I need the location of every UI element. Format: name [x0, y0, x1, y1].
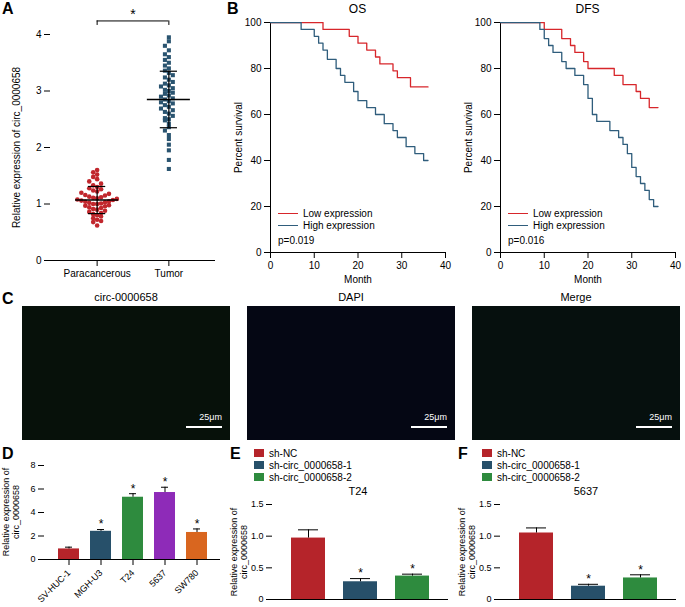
svg-text:0: 0 [258, 594, 263, 604]
svg-text:Tumor: Tumor [155, 268, 184, 279]
html-text:25μm: 25μm [649, 412, 672, 422]
html-text:circ-0000658: circ-0000658 [94, 291, 158, 303]
html-text:F: F [458, 445, 468, 462]
svg-text:Month: Month [574, 274, 602, 285]
svg-text:0.5: 0.5 [479, 563, 492, 573]
svg-text:0: 0 [268, 260, 274, 271]
html-text:Merge: Merge [560, 291, 592, 303]
svg-text:100: 100 [245, 17, 262, 28]
svg-text:20: 20 [582, 260, 594, 271]
svg-text:1.0: 1.0 [251, 531, 264, 541]
svg-text:Paracancerous: Paracancerous [63, 268, 130, 279]
html-text:sh-NC: sh-NC [497, 447, 526, 459]
svg-text:6: 6 [30, 484, 35, 494]
svg-text:2: 2 [30, 531, 35, 541]
svg-text:*: * [638, 563, 643, 577]
svg-text:*: * [410, 562, 415, 576]
svg-text:40: 40 [440, 260, 452, 271]
svg-text:60: 60 [250, 109, 262, 120]
svg-text:0.5: 0.5 [251, 563, 264, 573]
html-text:Relative expression of circ_00: Relative expression of circ_0000658 [457, 507, 477, 596]
html-text:Low expression: Low expression [533, 207, 603, 219]
html-text:Relative expression of circ_00: Relative expression of circ_0000658 [229, 507, 249, 596]
svg-text:*: * [586, 572, 591, 586]
svg-text:2: 2 [36, 142, 42, 153]
svg-text:1.5: 1.5 [479, 499, 492, 509]
html-text:C: C [2, 290, 14, 307]
html-text:sh-circ_0000658-2: sh-circ_0000658-2 [497, 471, 580, 483]
svg-text:MGH-U3: MGH-U3 [72, 568, 104, 600]
svg-text:10: 10 [539, 260, 551, 271]
svg-text:30: 30 [626, 260, 638, 271]
svg-text:40: 40 [250, 155, 262, 166]
html-text:Low expression: Low expression [303, 207, 373, 219]
html-text:D: D [2, 445, 14, 462]
svg-text:*: * [358, 566, 363, 580]
html-text:OS: OS [348, 2, 367, 16]
svg-text:20: 20 [352, 260, 364, 271]
html-text:p=0.016: p=0.016 [508, 234, 545, 246]
svg-text:4: 4 [36, 29, 42, 40]
svg-text:3: 3 [36, 85, 42, 96]
svg-text:20: 20 [250, 201, 262, 212]
html-text:25μm: 25μm [424, 412, 447, 422]
html-text:sh-NC: sh-NC [269, 447, 298, 459]
html-text:High expression: High expression [303, 219, 375, 231]
svg-text:SW780: SW780 [173, 568, 201, 596]
html-text:A: A [2, 0, 14, 17]
svg-text:0: 0 [498, 260, 504, 271]
html-text:DFS: DFS [575, 2, 600, 16]
svg-text:1: 1 [36, 198, 42, 209]
svg-text:*: * [130, 6, 136, 22]
svg-text:4: 4 [30, 507, 35, 517]
svg-text:Relative expression of circ_00: Relative expression of circ_0000658 [11, 66, 22, 228]
svg-text:5637: 5637 [147, 568, 168, 589]
svg-text:SV-HUC-1: SV-HUC-1 [36, 568, 73, 605]
html-text:sh-circ_0000658-2: sh-circ_0000658-2 [269, 471, 352, 483]
svg-text:0: 0 [30, 554, 35, 564]
html-text:T24: T24 [348, 485, 368, 497]
svg-text:1.0: 1.0 [479, 531, 492, 541]
svg-text:*: * [195, 517, 200, 531]
html-text:B: B [227, 0, 239, 17]
svg-text:0: 0 [486, 247, 492, 258]
svg-text:0: 0 [256, 247, 262, 258]
svg-text:*: * [131, 482, 136, 496]
svg-text:40: 40 [480, 155, 492, 166]
html-text:sh-circ_0000658-1: sh-circ_0000658-1 [269, 459, 352, 471]
svg-text:80: 80 [250, 63, 262, 74]
html-text:E: E [230, 445, 241, 462]
svg-text:60: 60 [480, 109, 492, 120]
svg-text:80: 80 [480, 63, 492, 74]
svg-text:0: 0 [36, 255, 42, 266]
svg-text:T24: T24 [118, 568, 136, 586]
svg-text:30: 30 [396, 260, 408, 271]
svg-text:*: * [99, 517, 104, 531]
svg-text:1.5: 1.5 [251, 499, 264, 509]
svg-text:Percent survival: Percent survival [463, 102, 474, 173]
html-text:High expression: High expression [533, 219, 605, 231]
html-text:sh-circ_0000658-1: sh-circ_0000658-1 [497, 459, 580, 471]
html-text:25μm: 25μm [199, 412, 222, 422]
svg-text:10: 10 [309, 260, 321, 271]
svg-text:8: 8 [30, 460, 35, 470]
html-text:DAPI: DAPI [338, 291, 364, 303]
svg-text:*: * [163, 475, 168, 489]
html-text:5637: 5637 [573, 485, 599, 497]
html-text:p=0.019: p=0.019 [278, 234, 315, 246]
svg-text:0: 0 [486, 594, 491, 604]
svg-text:40: 40 [670, 260, 682, 271]
svg-text:Month: Month [344, 274, 372, 285]
svg-text:100: 100 [475, 17, 492, 28]
svg-text:20: 20 [480, 201, 492, 212]
html-text:Relative expression of circ_00: Relative expression of circ_0000658 [1, 467, 21, 557]
svg-text:Percent survival: Percent survival [233, 102, 244, 173]
